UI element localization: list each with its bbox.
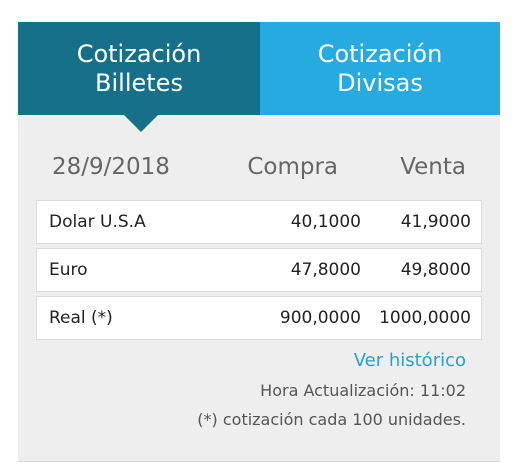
buy-price: 40,1000 bbox=[290, 212, 361, 232]
tab-line: Cotización bbox=[317, 39, 443, 68]
tab-pointer bbox=[124, 115, 158, 132]
quote-row: Dolar U.S.A 40,1000 41,9000 bbox=[36, 200, 482, 244]
header-compra: Compra bbox=[247, 154, 338, 180]
currency: Euro bbox=[49, 260, 88, 280]
buy-price: 900,0000 bbox=[279, 308, 361, 328]
sell-price: 41,9000 bbox=[400, 212, 471, 232]
note: (*) cotización cada 100 unidades. bbox=[197, 410, 466, 429]
currency: Real (*) bbox=[49, 308, 113, 328]
tab-line: Divisas bbox=[337, 68, 423, 97]
tab-divisas[interactable]: Cotización Divisas bbox=[260, 22, 500, 115]
tab-line: Billetes bbox=[95, 68, 183, 97]
quote-row: Euro 47,8000 49,8000 bbox=[36, 248, 482, 292]
tab-billetes[interactable]: Cotización Billetes bbox=[18, 22, 260, 115]
sell-price: 1000,0000 bbox=[379, 308, 471, 328]
currency: Dolar U.S.A bbox=[49, 212, 146, 232]
sell-price: 49,8000 bbox=[400, 260, 471, 280]
header-venta: Venta bbox=[400, 154, 466, 180]
update-time: Hora Actualización: 11:02 bbox=[260, 381, 466, 400]
buy-price: 47,8000 bbox=[290, 260, 361, 280]
quote-row: Real (*) 900,0000 1000,0000 bbox=[36, 296, 482, 340]
history-link[interactable]: Ver histórico bbox=[353, 350, 466, 371]
quote-panel: Cotización Billetes Cotización Divisas 2… bbox=[18, 22, 500, 462]
tab-line: Cotización bbox=[76, 39, 202, 68]
date: 28/9/2018 bbox=[52, 154, 170, 180]
